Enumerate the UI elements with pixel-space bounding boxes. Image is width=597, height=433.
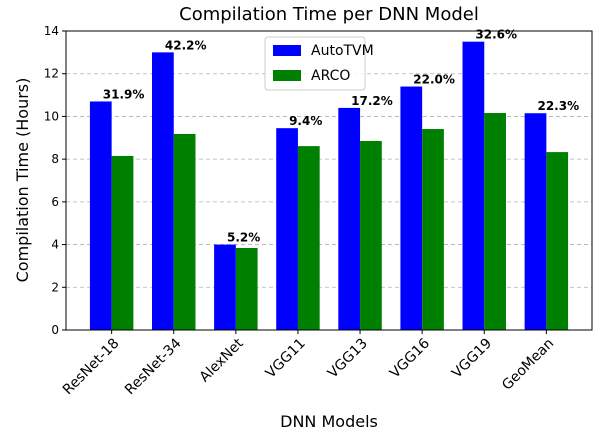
bar [89, 101, 112, 330]
annotation: 32.6% [475, 28, 517, 42]
legend-swatch [273, 45, 301, 56]
bar [524, 113, 547, 330]
annotation: 9.4% [289, 114, 322, 128]
y-tick-label: 8 [51, 152, 59, 166]
x-tick-label: AlexNet [197, 335, 247, 385]
y-tick-label: 10 [44, 109, 59, 123]
annotation: 22.3% [537, 99, 579, 113]
y-tick-label: 6 [51, 195, 59, 209]
annotation: 5.2% [227, 231, 260, 245]
bar [111, 155, 134, 330]
x-axis-label: DNN Models [280, 412, 378, 431]
bar [462, 41, 485, 331]
x-tick-label: VGG19 [449, 336, 495, 382]
y-tick-label: 12 [44, 67, 59, 81]
x-tick-label: ResNet-34 [122, 335, 185, 398]
y-tick-label: 4 [51, 238, 59, 252]
bar [360, 140, 382, 330]
y-tick-label: 14 [44, 24, 59, 38]
bar [338, 107, 361, 330]
bar [484, 113, 506, 330]
x-tick-label: VGG13 [325, 336, 371, 382]
x-tick-label: ResNet-18 [60, 336, 123, 399]
annotation: 31.9% [103, 87, 145, 101]
y-axis-label: Compilation Time (Hours) [13, 78, 32, 283]
x-tick-label: VGG11 [263, 336, 309, 382]
bar [422, 129, 444, 330]
bar [152, 52, 174, 330]
bar [173, 133, 196, 330]
chart-title: Compilation Time per DNN Model [179, 4, 479, 25]
bar [214, 244, 236, 330]
legend-label: ARCO [311, 68, 350, 84]
legend-swatch [273, 70, 301, 81]
legend-label: AutoTVM [311, 43, 374, 59]
annotation: 42.2% [165, 38, 207, 52]
bar [235, 247, 258, 330]
bar [297, 146, 320, 330]
annotation: 17.2% [351, 94, 393, 108]
bar [546, 152, 569, 330]
y-tick-label: 0 [51, 323, 59, 337]
bar [400, 86, 423, 331]
y-tick-label: 2 [51, 280, 59, 294]
x-tick-label: GeoMean [499, 336, 557, 394]
x-tick-label: VGG16 [387, 335, 433, 381]
annotation: 22.0% [413, 73, 455, 87]
plot-frame [65, 30, 593, 331]
bar [276, 128, 298, 330]
